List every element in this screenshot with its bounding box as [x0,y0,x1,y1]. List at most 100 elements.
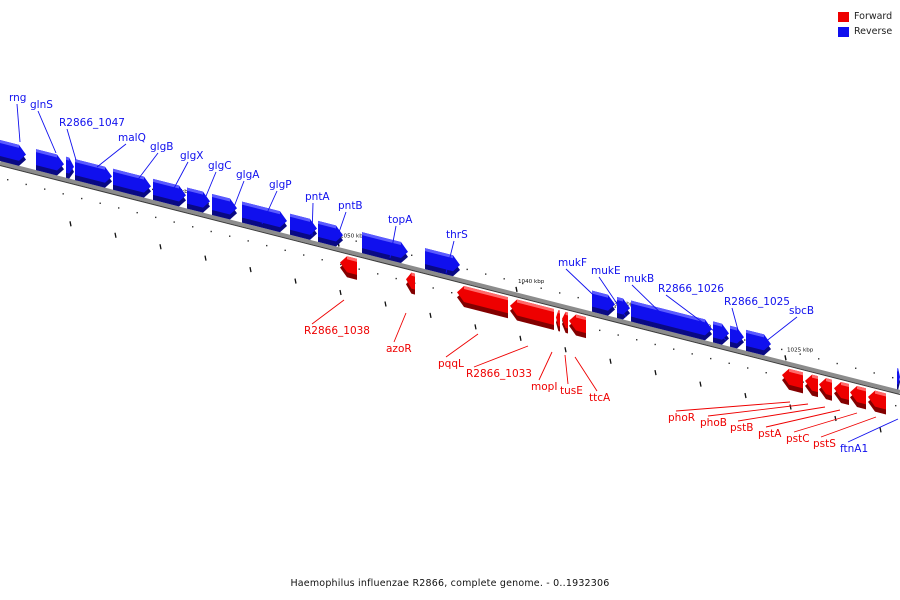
legend-forward-label: Forward [854,11,893,22]
gene-label: glgA [236,169,260,181]
gene-arrow [318,220,343,242]
gene-label: glgP [269,179,292,191]
scale-dot [836,362,838,365]
scale-dot [432,287,434,289]
gene-highlight [857,386,866,392]
gene-label: thrS [446,229,468,241]
gene-leader-line [311,299,345,325]
gene-label: glgX [180,150,203,162]
gene-phob [805,374,818,398]
gene-leader-line [793,412,858,433]
gene-highlight [826,378,832,383]
gene-arrow [713,321,729,340]
scale-dot [799,353,801,355]
gene-leader-line [731,307,742,342]
scale-tick-mark [384,301,387,307]
scale-tick-mark [519,335,522,341]
scale-dot [540,287,542,289]
gene-highlight [464,286,508,301]
scale-dot [617,334,619,336]
gene-arrow [340,256,357,275]
gene-leader-line [203,171,217,202]
gene-glgx [153,178,186,207]
gene-arrow [290,213,317,235]
gene-leader-line [261,190,278,225]
gene-highlight [730,325,737,331]
gene-leader-line [231,180,245,213]
scale-tick-mark [564,347,567,353]
gene-leader-line [335,211,347,242]
gene-highlight [66,156,70,161]
gene-highlight [36,149,57,158]
gene-rng [0,140,26,166]
scale-dot [673,348,675,350]
gene-arrow [66,156,74,174]
gene-leader-line [574,356,598,392]
gene-leader-line [473,345,529,368]
scale-tick-mark [69,221,72,227]
scale-dot [62,193,64,195]
scale-dot [522,282,524,285]
scale-dot [355,240,357,242]
gene-glgb [113,168,151,198]
scale-dot [136,211,138,214]
scale-dot [377,273,379,275]
scale-dot [892,376,894,379]
gene-highlight [631,300,705,323]
scale-tick-mark [429,312,432,319]
gene-leader-line [707,403,809,417]
gene-arrow [406,272,415,290]
gene-highlight [517,299,554,312]
gene-highlight [897,368,899,372]
gene-r2866-1047 [66,156,74,179]
gene-glga [212,193,237,220]
scale-dot [559,292,561,294]
gene-ttca [569,314,586,339]
scale-tick-mark [699,381,702,387]
scale-dot [599,329,601,332]
gene-arrow [425,248,460,272]
scale-tick-mark [609,358,612,364]
scale-dot [81,197,83,200]
gene-leader-line [389,225,397,259]
gene-leader-line [16,103,21,143]
reverse-swatch [838,26,849,37]
gene-pqql [457,286,508,319]
gene-topa [362,232,408,264]
legend: Forward Reverse [838,9,892,39]
scale-dot [207,202,209,205]
scale-dot [321,259,323,261]
gene-highlight [812,374,818,380]
gene-label: R2866_1026 [658,283,724,295]
gene-leader-line [66,128,77,161]
scale-tick-mark [339,289,342,296]
gene-arrow [592,290,615,311]
gene-mukf [592,290,615,316]
gene-arrow [631,300,712,336]
scale-dot [411,254,413,256]
scale-dot [25,183,27,186]
gene-leader-line [445,240,455,274]
kbp-tick [515,286,518,292]
scale-tick-mark [744,392,747,399]
scale-dot [99,202,101,204]
gene-label: glgB [150,141,173,153]
scale-tick-mark [249,266,252,273]
gene-arrow [510,299,554,325]
gene-label: R2866_1025 [724,296,790,308]
gene-highlight [592,290,608,298]
scale-dot [781,348,783,351]
kbp-tick-label: 1040 kbp [518,279,545,285]
gene-leader-line [445,333,479,358]
gene-label: rng [9,92,26,104]
gene-label: pntB [338,200,363,212]
gene-label: azoR [386,343,412,355]
gene-leader-line [311,202,314,237]
scale-dot [173,221,175,223]
scale-dot [636,339,638,341]
gene-highlight [713,321,722,327]
legend-reverse: Reverse [838,24,892,39]
gene-arrow [617,296,630,315]
gene-highlight [318,220,336,229]
gene-arrow [362,232,408,259]
